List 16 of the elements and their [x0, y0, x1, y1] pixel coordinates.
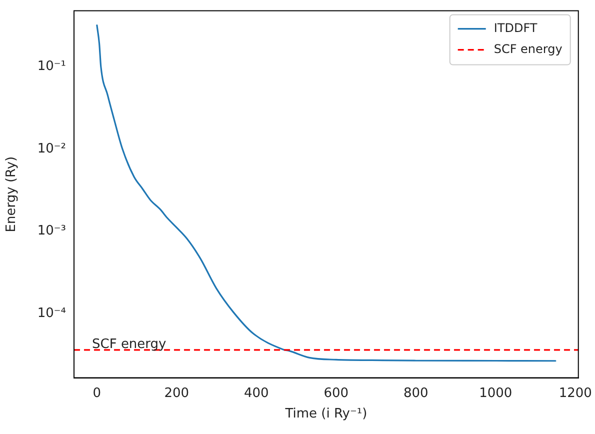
ref-line-label: SCF energy	[92, 336, 167, 352]
x-tick-label: 400	[244, 386, 269, 401]
y-tick-label: 10⁻³	[37, 224, 66, 239]
x-tick-label: 1200	[558, 386, 592, 401]
x-tick-label: 800	[403, 386, 428, 401]
x-tick-label: 200	[164, 386, 190, 401]
legend-label: ITDDFT	[494, 20, 538, 35]
x-axis-title: Time (i Ry⁻¹)	[284, 406, 368, 422]
y-tick-label: 10⁻⁴	[37, 306, 66, 321]
x-tick-label: 0	[92, 386, 102, 401]
y-tick-label: 10⁻²	[37, 141, 66, 156]
y-tick-label: 10⁻¹	[37, 59, 66, 74]
x-tick-label: 1000	[479, 386, 512, 401]
text: SCF energy	[494, 42, 562, 56]
y-axis-title: Energy (Ry)	[4, 156, 20, 232]
x-tick-label: 600	[324, 386, 349, 401]
